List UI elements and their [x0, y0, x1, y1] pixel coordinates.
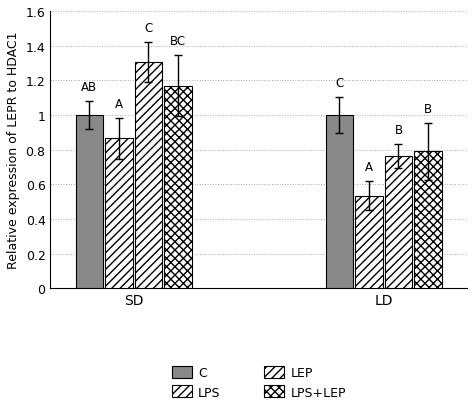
- Text: A: A: [115, 97, 123, 111]
- Bar: [326, 116, 353, 289]
- Text: A: A: [365, 161, 373, 174]
- Bar: [355, 196, 383, 289]
- Text: BC: BC: [170, 35, 186, 48]
- Text: AB: AB: [82, 81, 98, 94]
- Bar: [164, 86, 191, 289]
- Bar: [105, 139, 133, 289]
- Bar: [414, 152, 442, 289]
- Legend: C, LPS, LEP, LPS+LEP: C, LPS, LEP, LPS+LEP: [172, 366, 346, 399]
- Text: C: C: [144, 22, 153, 35]
- Bar: [385, 156, 412, 289]
- Bar: [76, 116, 103, 289]
- Text: C: C: [335, 77, 344, 90]
- Text: B: B: [394, 124, 402, 136]
- Bar: [135, 63, 162, 289]
- Text: B: B: [424, 103, 432, 116]
- Y-axis label: Relative expression of LEPR to HDAC1: Relative expression of LEPR to HDAC1: [7, 32, 20, 269]
